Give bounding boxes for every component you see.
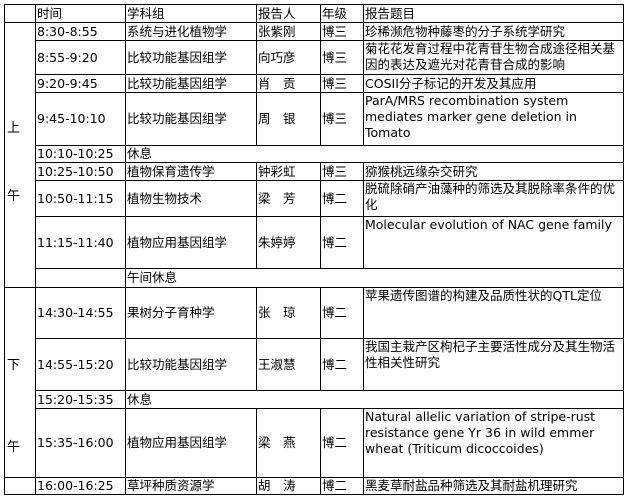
time-cell: 16:00-16:25 [35,477,126,495]
break-row: 15:20-15:35 休息 [5,390,624,409]
speaker-cell: 梁 芳 [256,180,321,217]
header-topic: 报告题目 [363,4,624,23]
group-cell: 系统与进化植物学 [125,22,257,41]
table-row: 8:55-9:20 比较功能基因组学 向巧彦 博三 菊花花发育过程中花青苷生物合… [5,40,624,75]
speaker-cell: 向巧彦 [256,40,321,75]
speaker-cell: 梁 燕 [256,408,321,478]
lunch-period-cell [35,268,126,288]
break-cell: 休息 [125,390,624,409]
time-cell: 10:50-11:15 [35,180,126,217]
period-empty-cell [4,477,36,495]
speaker-cell: 张 琼 [256,287,321,339]
group-cell: 草坪种质资源学 [125,477,257,495]
grade-cell: 博三 [320,162,364,181]
group-cell: 比较功能基因组学 [125,74,257,93]
group-cell: 比较功能基因组学 [125,40,257,75]
time-cell: 10:25-10:50 [35,162,126,181]
topic-cell: COSII分子标记的开发及其应用 [363,74,624,93]
group-cell: 植物应用基因组学 [125,408,257,478]
speaker-cell: 朱婷婷 [256,216,321,269]
afternoon-char-2: 午 [7,440,21,455]
table-row: 9:20-9:45 比较功能基因组学 肖 贡 博三 COSII分子标记的开发及其… [5,74,624,93]
grade-cell: 博三 [320,40,364,75]
topic-cell: Molecular evolution of NAC gene family [363,216,624,269]
morning-char-2: 午 [7,189,21,204]
topic-cell: 黑麦草耐盐品种筛选及其耐盐机理研究 [363,477,624,495]
grade-cell: 博二 [320,408,364,478]
topic-cell: 苹果遗传图谱的构建及品质性状的QTL定位 [363,287,624,339]
afternoon-cell: 下 午 [4,287,36,478]
time-cell: 9:45-10:10 [35,92,126,146]
grade-cell: 博二 [320,338,364,391]
group-cell: 比较功能基因组学 [125,92,257,146]
schedule-table: 时间 学科组 报告人 年级 报告题目 上 午 8:30-8:55 系统与进化植物… [4,4,624,495]
grade-cell: 博二 [320,180,364,217]
speaker-cell: 胡 涛 [256,477,321,495]
morning-cell: 上 午 [4,22,36,288]
header-row: 时间 学科组 报告人 年级 报告题目 [4,4,624,23]
lunch-cell: 午间休息 [125,268,624,288]
speaker-cell: 张紫刚 [256,22,321,41]
header-period [4,4,36,23]
group-cell: 植物应用基因组学 [125,216,257,269]
group-cell: 果树分子育种学 [125,287,257,339]
time-cell: 8:30-8:55 [35,22,126,41]
break-row: 10:10-10:25 休息 [5,145,624,163]
break-cell: 休息 [125,145,624,163]
topic-cell: ParA/MRS recombination system mediates m… [363,92,624,146]
grade-cell: 博三 [320,22,364,41]
table-row: 10:25-10:50 植物保育遗传学 钟彩虹 博三 猕猴桃远缘杂交研究 [5,162,624,181]
time-cell: 11:15-11:40 [35,216,126,269]
header-speaker: 报告人 [256,4,321,23]
group-cell: 植物保育遗传学 [125,162,257,181]
topic-cell: 猕猴桃远缘杂交研究 [363,162,624,181]
grade-cell: 博三 [320,74,364,93]
header-group: 学科组 [125,4,257,23]
group-cell: 比较功能基因组学 [125,338,257,391]
table-row: 11:15-11:40 植物应用基因组学 朱婷婷 博二 Molecular ev… [5,216,624,269]
table-row: 16:00-16:25 草坪种质资源学 胡 涛 博二 黑麦草耐盐品种筛选及其耐盐… [4,477,624,495]
header-grade: 年级 [320,4,364,23]
speaker-cell: 周 银 [256,92,321,146]
time-cell: 14:55-15:20 [35,338,126,391]
topic-cell: 珍稀濒危物种藤枣的分子系统学研究 [363,22,624,41]
afternoon-char-1: 下 [7,358,21,373]
table-row: 9:45-10:10 比较功能基因组学 周 银 博三 ParA/MRS reco… [5,92,624,146]
table-row: 下 午 14:30-14:55 果树分子育种学 张 琼 博二 苹果遗传图谱的构建… [4,287,624,478]
morning-char-1: 上 [7,121,21,136]
time-cell: 10:10-10:25 [35,145,126,163]
group-cell: 植物生物技术 [125,180,257,217]
grade-cell: 博二 [320,216,364,269]
header-time: 时间 [35,4,126,23]
grade-cell: 博二 [320,287,364,339]
topic-cell: 脱硫除硝产油藻种的筛选及其脱除率条件的优化 [363,180,624,217]
time-cell: 15:20-15:35 [35,390,126,409]
table-row: 15:35-16:00 植物应用基因组学 梁 燕 博二 Natural alle… [5,408,624,478]
time-cell: 9:20-9:45 [35,74,126,93]
topic-cell: 我国主栽产区枸杞子主要活性成分及其生物活性相关性研究 [363,338,624,391]
time-cell: 15:35-16:00 [35,408,126,478]
speaker-cell: 钟彩虹 [256,162,321,181]
grade-cell: 博二 [320,477,364,495]
time-cell: 14:30-14:55 [35,287,126,339]
grade-cell: 博三 [320,92,364,146]
table-row: 上 午 8:30-8:55 系统与进化植物学 张紫刚 博三 珍稀濒危物种藤枣的分… [4,22,624,288]
topic-cell: 菊花花发育过程中花青苷生物合成途径相关基因的表达及遮光对花青苷合成的影响 [363,40,624,75]
topic-cell: Natural allelic variation of stripe-rust… [363,408,624,478]
time-cell: 8:55-9:20 [35,40,126,75]
speaker-cell: 王淑慧 [256,338,321,391]
table-row: 10:50-11:15 植物生物技术 梁 芳 博二 脱硫除硝产油藻种的筛选及其脱… [5,180,624,217]
table-row: 14:55-15:20 比较功能基因组学 王淑慧 博二 我国主栽产区枸杞子主要活… [5,338,624,391]
speaker-cell: 肖 贡 [256,74,321,93]
lunch-row: 午间休息 [5,268,624,288]
